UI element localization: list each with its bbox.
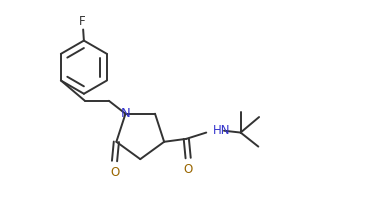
Text: F: F bbox=[79, 15, 85, 28]
Text: O: O bbox=[183, 163, 193, 176]
Text: N: N bbox=[121, 107, 130, 120]
Text: O: O bbox=[110, 166, 119, 179]
Text: HN: HN bbox=[213, 124, 230, 137]
